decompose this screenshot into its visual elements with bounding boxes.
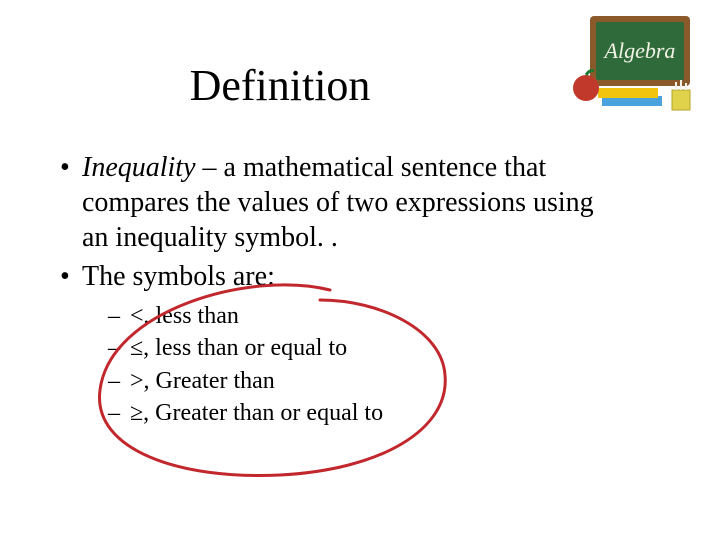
list-item: – ≤, less than or equal to (108, 332, 620, 364)
slide: Algebra Definition • Inequality – a math… (0, 0, 720, 540)
bullet-dot-icon: • (60, 150, 82, 185)
symbol-list: – <, less than – ≤, less than or equal t… (108, 300, 620, 430)
dash-icon: – (108, 300, 130, 332)
symbol-desc: , less than (144, 303, 239, 329)
symbol-desc: , Greater than (144, 368, 275, 394)
symbol-ge: ≥ (130, 400, 143, 426)
chalk-text: Algebra (603, 38, 676, 63)
symbol-lt: < (130, 303, 144, 329)
symbols-intro: The symbols are: (82, 259, 620, 294)
slide-title: Definition (0, 60, 560, 111)
slide-body: • Inequality – a mathematical sentence t… (60, 150, 620, 430)
term-inequality: Inequality (82, 152, 196, 183)
dash-icon: – (108, 365, 130, 397)
list-item: – ≥, Greater than or equal to (108, 397, 620, 429)
symbol-desc: , Greater than or equal to (143, 400, 383, 426)
symbol-desc: , less than or equal to (143, 335, 347, 361)
bullet-dot-icon: • (60, 259, 82, 294)
algebra-clipart: Algebra (550, 10, 700, 120)
symbol-gt: > (130, 368, 144, 394)
dash-icon: – (108, 397, 130, 429)
bullet-item: • Inequality – a mathematical sentence t… (60, 150, 620, 255)
symbol-le: ≤ (130, 335, 143, 361)
list-item: – >, Greater than (108, 365, 620, 397)
bullet-item: • The symbols are: (60, 259, 620, 294)
dash-icon: – (108, 332, 130, 364)
list-item: – <, less than (108, 300, 620, 332)
